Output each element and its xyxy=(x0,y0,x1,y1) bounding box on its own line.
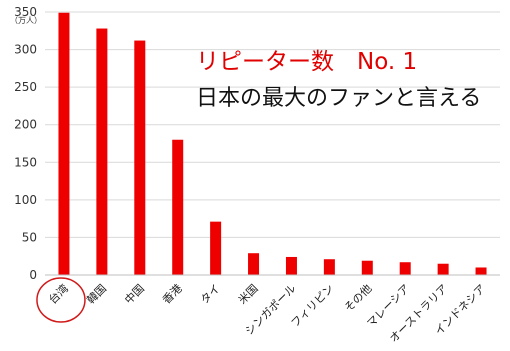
bar xyxy=(210,221,222,275)
y-tick-label: 300 xyxy=(14,43,37,57)
x-tick-label: その他 xyxy=(342,282,375,315)
x-tick-label: 中国 xyxy=(122,282,147,307)
bar xyxy=(361,260,373,275)
y-tick-label: 0 xyxy=(29,268,37,282)
y-tick-label: 350 xyxy=(14,5,37,19)
gridlines xyxy=(45,11,500,238)
y-tick-label: 200 xyxy=(14,118,37,132)
x-tick-label: 香港 xyxy=(160,282,185,307)
x-tick-label: 韓国 xyxy=(84,282,109,307)
bar xyxy=(96,28,108,275)
x-tick-label: 米国 xyxy=(236,282,261,307)
y-tick-label: 250 xyxy=(14,80,37,94)
bar xyxy=(323,259,335,275)
bar xyxy=(58,12,70,275)
headline-biggest-fan: 日本の最大のファンと言える xyxy=(196,86,482,111)
y-unit-label: （万人） xyxy=(10,16,42,25)
bar xyxy=(134,40,146,275)
headline-repeaters: リピーター数 No. 1 xyxy=(196,49,418,75)
y-tick-label: 150 xyxy=(14,155,37,169)
bars xyxy=(58,12,487,275)
y-tick-label: 100 xyxy=(14,193,37,207)
bar xyxy=(437,263,449,275)
bar xyxy=(248,253,260,275)
y-tick-label: 50 xyxy=(22,230,37,244)
highlight-circle xyxy=(36,277,86,323)
bar xyxy=(172,139,184,275)
bar xyxy=(285,256,297,275)
x-tick-label: タイ xyxy=(198,282,223,307)
bar xyxy=(475,267,487,275)
y-axis: 0 50 100 150 200 250 300 350 xyxy=(14,5,37,282)
x-tick-label: 台湾 xyxy=(46,281,71,306)
bar xyxy=(399,262,411,275)
